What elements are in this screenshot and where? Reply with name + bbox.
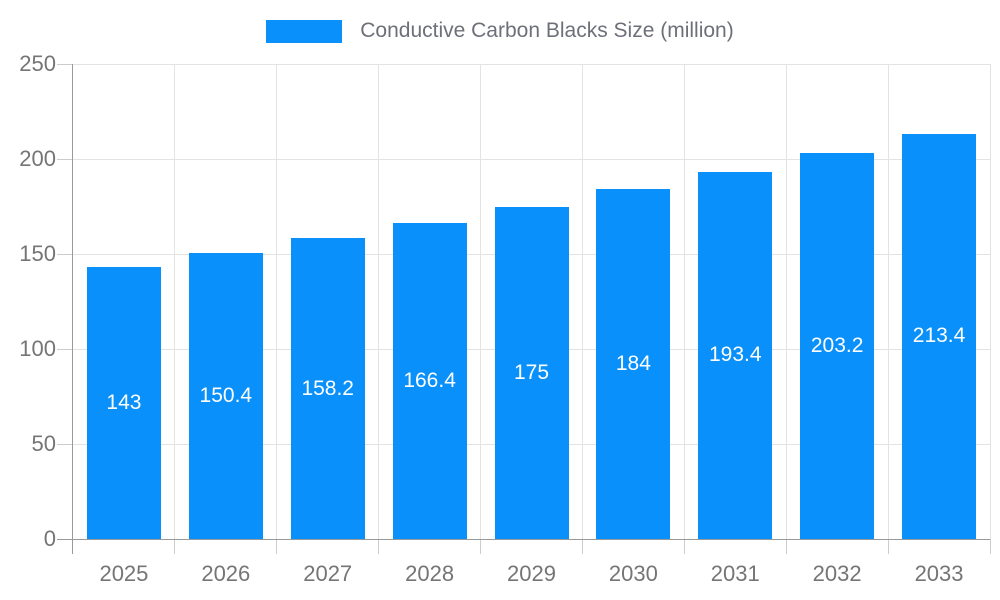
y-tick-label: 100 xyxy=(19,336,56,361)
legend-label: Conductive Carbon Blacks Size (million) xyxy=(360,19,734,42)
bar-value-label: 175 xyxy=(513,360,550,384)
x-axis-tick xyxy=(480,539,482,554)
gridline-vertical xyxy=(785,64,787,539)
bar-2030[interactable]: 184 xyxy=(596,189,671,539)
y-tick-label: 200 xyxy=(19,146,56,171)
x-tick-label-2029: 2029 xyxy=(507,561,556,586)
bar-value-label: 193.4 xyxy=(708,343,762,367)
x-tick-label-2030: 2030 xyxy=(608,561,658,586)
bar-value-label: 143 xyxy=(106,391,142,415)
gridline-vertical xyxy=(174,64,176,539)
y-axis-tick xyxy=(57,158,73,160)
y-tick-label: 50 xyxy=(31,431,56,456)
x-tick-label-2028: 2028 xyxy=(405,561,455,586)
bar-value-label: 213.4 xyxy=(912,324,966,348)
y-axis-tick xyxy=(57,348,73,350)
bar-value-label: 203.2 xyxy=(810,333,864,357)
y-axis-tick xyxy=(57,443,73,445)
bar-2033[interactable]: 213.4 xyxy=(902,133,977,539)
x-axis-tick xyxy=(378,539,380,554)
bar-2032[interactable]: 203.2 xyxy=(800,152,875,539)
y-axis-tick xyxy=(57,63,73,65)
bar-2029[interactable]: 175 xyxy=(494,206,569,539)
x-axis-line xyxy=(57,539,990,540)
x-tick-label-2033: 2033 xyxy=(914,561,964,586)
x-tick-label-2031: 2031 xyxy=(710,561,760,586)
gridline-horizontal xyxy=(73,63,990,65)
gridline-vertical xyxy=(989,64,991,539)
x-axis-tick xyxy=(276,539,278,554)
bar-2025[interactable]: 143 xyxy=(86,267,161,539)
gridline-horizontal xyxy=(73,158,990,160)
x-axis-tick xyxy=(989,539,991,554)
y-tick-label: 150 xyxy=(19,241,56,266)
x-tick-label-2032: 2032 xyxy=(812,561,862,586)
legend-item[interactable]: Conductive Carbon Blacks Size (million) xyxy=(0,18,1000,44)
bar-2026[interactable]: 150.4 xyxy=(188,253,263,539)
gridline-vertical xyxy=(276,64,278,539)
x-tick-label-2025: 2025 xyxy=(99,561,149,586)
bar-value-label: 158.2 xyxy=(301,376,354,400)
y-axis-tick xyxy=(57,253,73,255)
bar-value-label: 184 xyxy=(615,352,651,376)
x-axis-tick xyxy=(887,539,889,554)
gridline-vertical xyxy=(887,64,889,539)
bar-2027[interactable]: 158.2 xyxy=(290,238,365,539)
gridline-vertical xyxy=(581,64,583,539)
bar-2028[interactable]: 166.4 xyxy=(392,222,467,539)
y-tick-label: 250 xyxy=(19,51,56,76)
bar-2031[interactable]: 193.4 xyxy=(698,171,773,539)
x-tick-label-2026: 2026 xyxy=(201,561,251,586)
x-axis-tick xyxy=(683,539,685,554)
gridline-vertical xyxy=(683,64,685,539)
bar-value-label: 166.4 xyxy=(403,368,456,392)
legend-swatch-icon xyxy=(266,19,343,43)
x-axis-tick xyxy=(174,539,176,554)
y-tick-label: 0 xyxy=(43,526,56,551)
x-tick-label-2027: 2027 xyxy=(303,561,353,586)
x-axis-tick xyxy=(785,539,787,554)
y-axis-line xyxy=(72,64,73,554)
bar-value-label: 150.4 xyxy=(199,384,253,408)
gridline-vertical xyxy=(480,64,482,539)
gridline-vertical xyxy=(378,64,380,539)
x-axis-tick xyxy=(581,539,583,554)
